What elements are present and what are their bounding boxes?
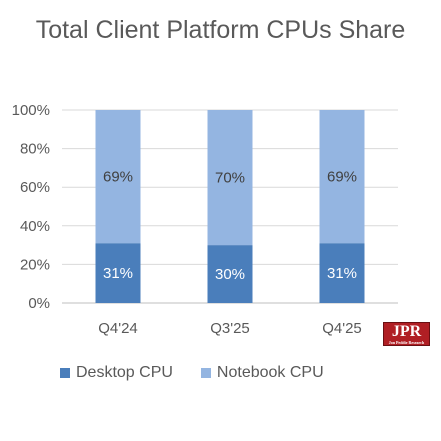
bar-desktop — [319, 243, 365, 303]
legend-swatch-desktop — [60, 368, 70, 378]
y-tick-label: 80% — [20, 141, 50, 158]
legend: Desktop CPU Notebook CPU — [60, 364, 324, 382]
x-tick-label: Q4'24 — [98, 320, 138, 337]
x-tick-label: Q3'25 — [210, 320, 250, 337]
bar-notebook — [319, 110, 365, 244]
bar-notebook — [95, 110, 141, 244]
y-tick-label: 60% — [20, 179, 50, 196]
bar-notebook — [207, 110, 253, 246]
legend-item-desktop: Desktop CPU — [60, 364, 173, 382]
data-label: 69% — [327, 169, 357, 186]
bar-desktop — [95, 243, 141, 303]
data-label: 31% — [327, 265, 357, 282]
logo-text: JPR — [391, 323, 422, 340]
legend-label-notebook: Notebook CPU — [216, 364, 324, 381]
jpr-logo: JPR Jon Peddie Research — [383, 322, 430, 346]
data-label: 70% — [215, 170, 245, 187]
x-tick-label: Q4'25 — [322, 320, 362, 337]
y-tick-label: 100% — [12, 102, 50, 119]
data-label: 69% — [103, 169, 133, 186]
chart-title: Total Client Platform CPUs Share — [35, 16, 406, 44]
bar-desktop — [207, 245, 253, 303]
y-tick-label: 0% — [28, 295, 50, 312]
y-tick-label: 20% — [20, 256, 50, 273]
legend-item-notebook: Notebook CPU — [200, 364, 324, 382]
legend-label-desktop: Desktop CPU — [76, 364, 173, 381]
data-label: 31% — [103, 265, 133, 282]
legend-swatch-notebook — [200, 368, 211, 378]
data-label: 30% — [215, 266, 245, 283]
y-tick-label: 40% — [20, 218, 50, 235]
logo-subtext: Jon Peddie Research — [388, 340, 425, 345]
